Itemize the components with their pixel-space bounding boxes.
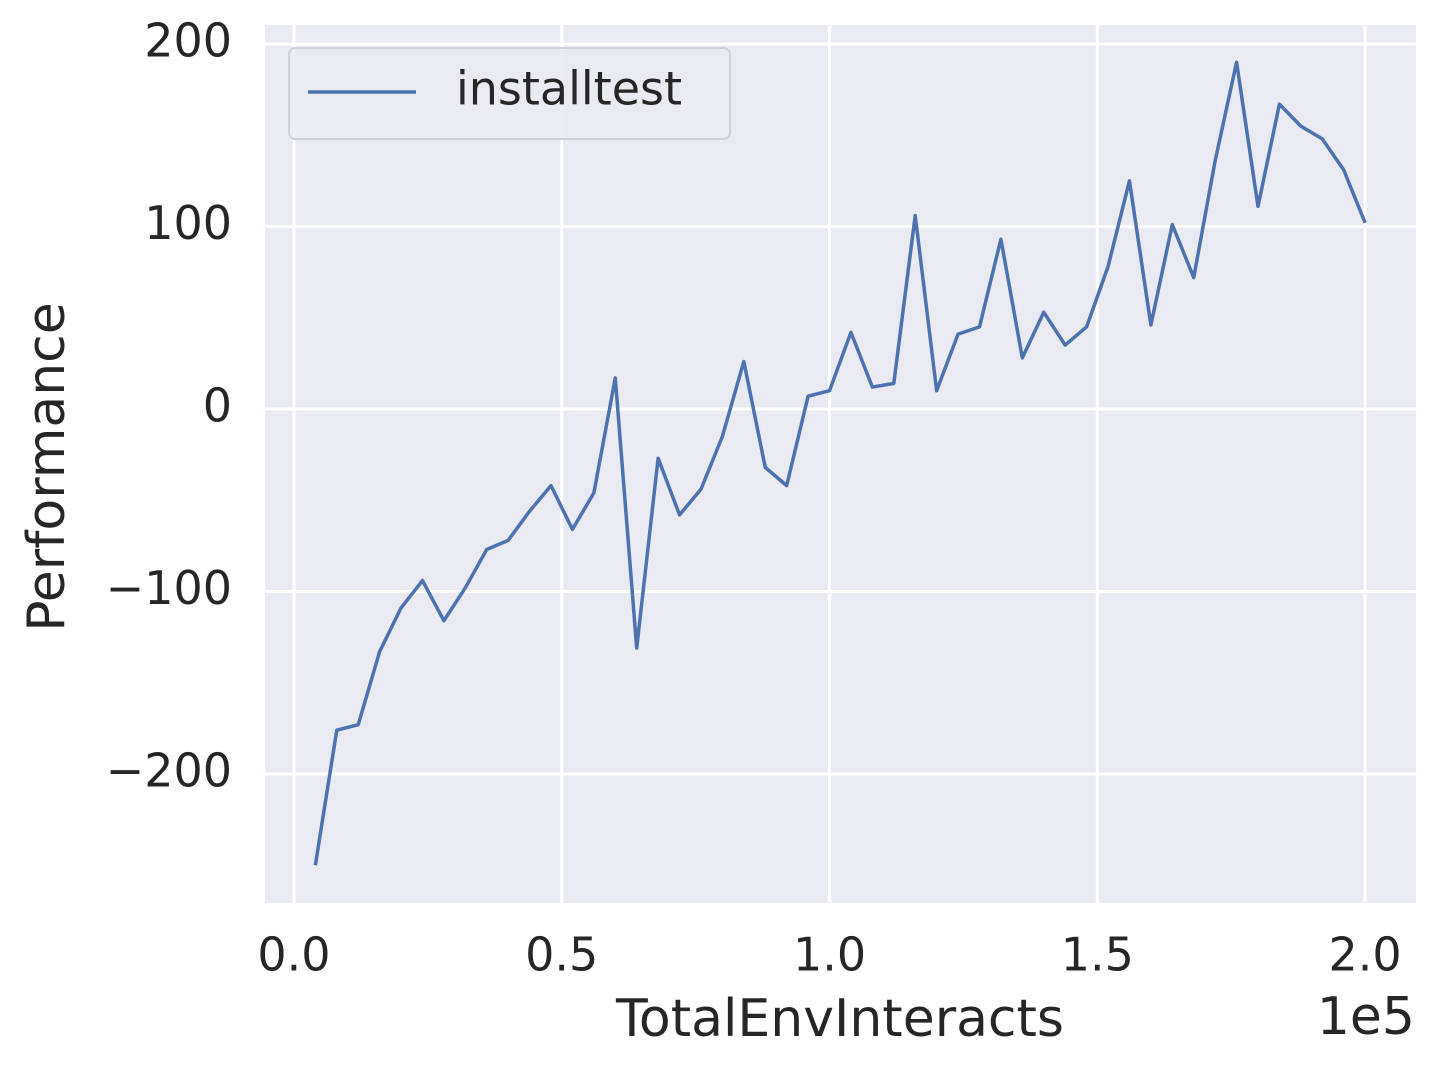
y-axis-label: Performance [17,302,77,632]
legend-label: installtest [456,62,682,116]
x-tick-label: 1.5 [1061,928,1134,982]
data-line [313,60,1367,866]
plot-area [265,25,1416,903]
y-tick-label: −200 [106,743,232,797]
y-tick-label: 100 [144,196,232,250]
x-tick-label: 0.0 [257,928,330,982]
x-axis-label: TotalEnvInteracts [615,989,1064,1049]
x-offset-label: 1e5 [1317,987,1415,1047]
y-tick-label: −100 [106,561,232,615]
y-tick-label: 0 [203,378,232,432]
x-tick-label: 1.0 [793,928,866,982]
x-tick-label: 2.0 [1329,928,1402,982]
y-tick-label: 200 [144,13,232,67]
legend: installtest [288,47,731,140]
legend-box [288,47,731,140]
x-tick-label: 0.5 [525,928,598,982]
